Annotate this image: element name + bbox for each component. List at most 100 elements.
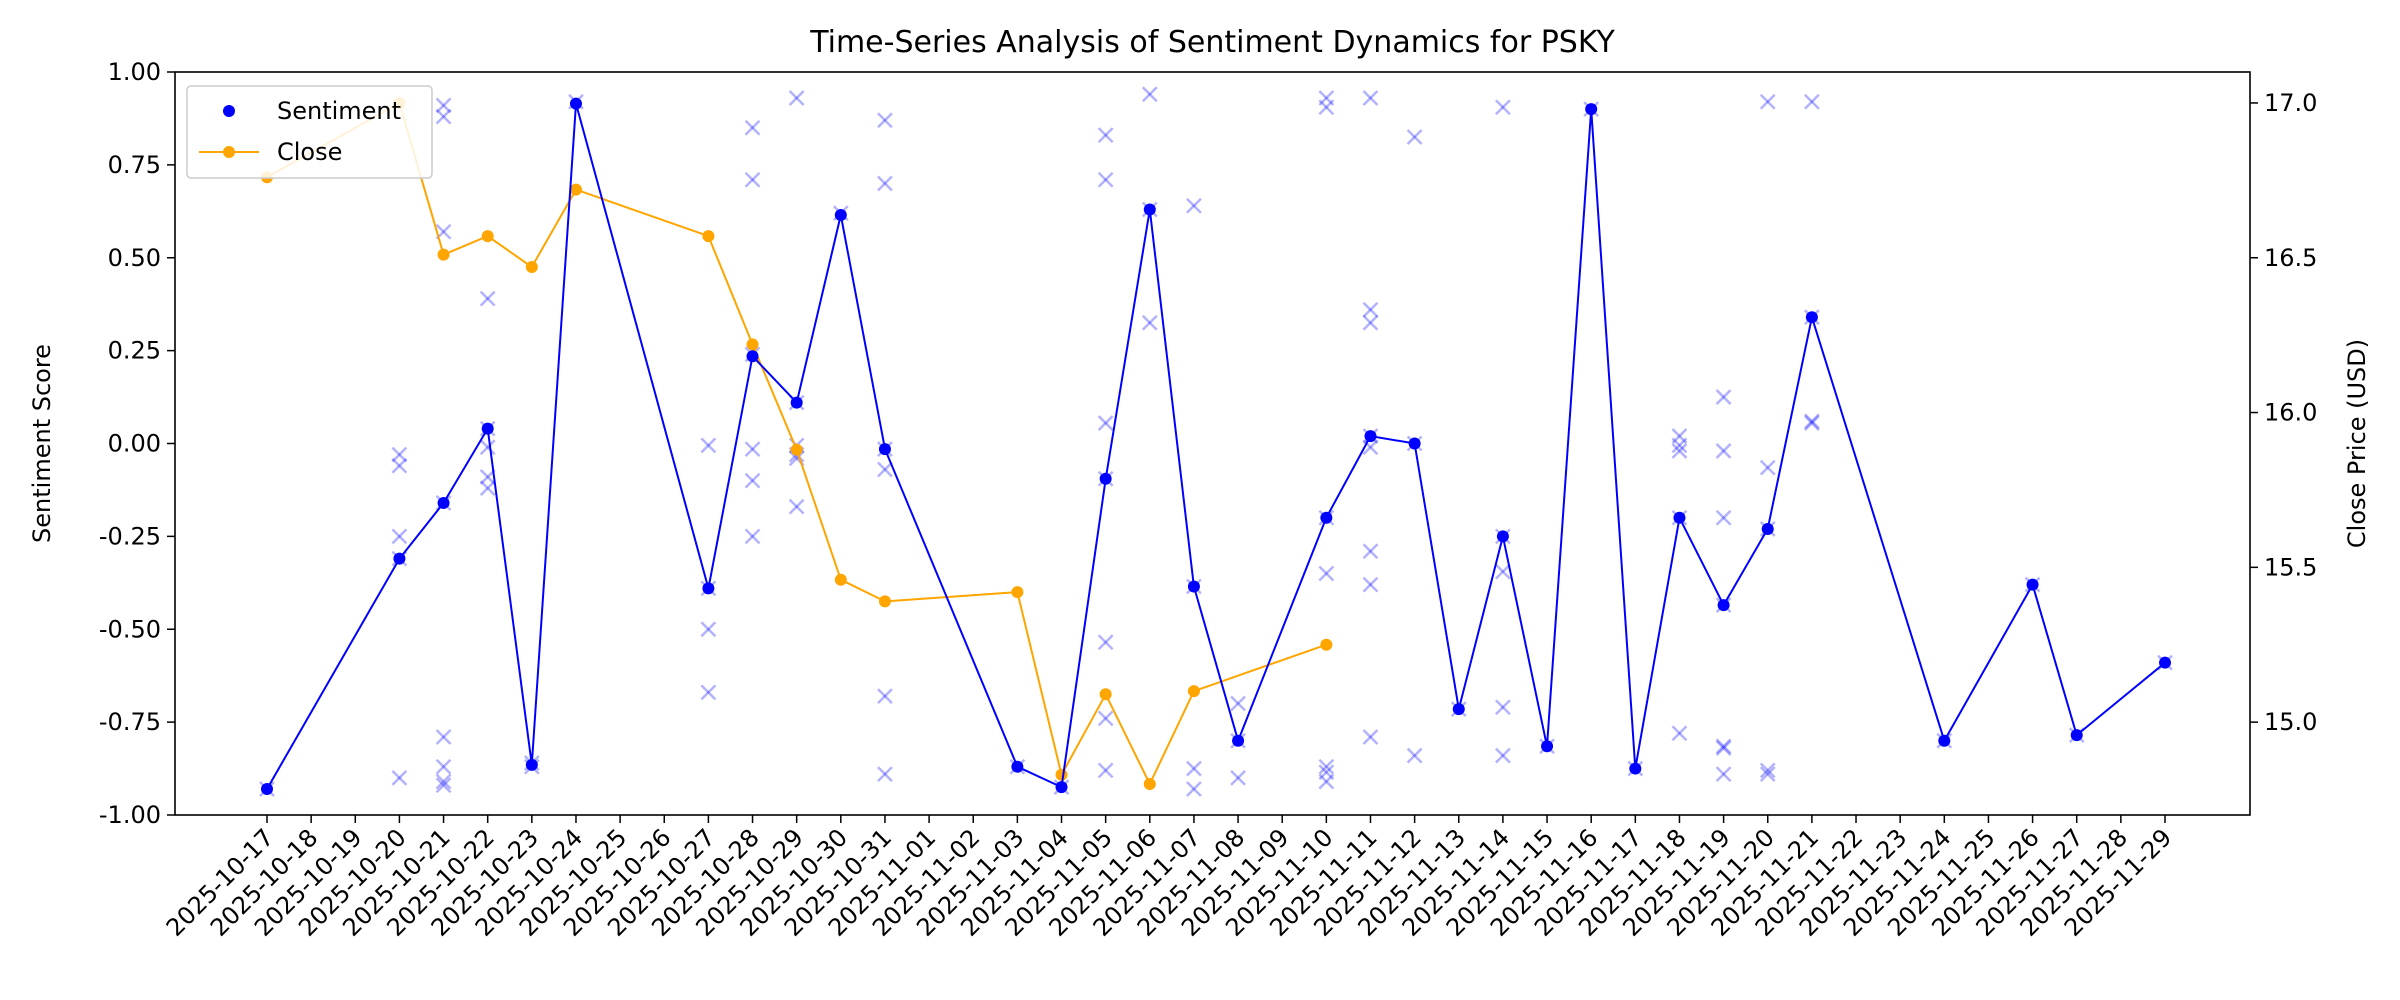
individual-sentiment-marker bbox=[1186, 197, 1202, 214]
individual-sentiment-marker bbox=[700, 684, 717, 701]
sentiment-point bbox=[2070, 729, 2083, 742]
legend-sentiment-label: Sentiment bbox=[277, 97, 401, 125]
y-right-tick-label: 16.0 bbox=[2264, 399, 2317, 427]
y-left-tick-label: 0.75 bbox=[108, 151, 161, 179]
individual-sentiment-marker bbox=[1671, 725, 1688, 742]
individual-sentiment-marker bbox=[479, 290, 496, 307]
individual-sentiment-marker bbox=[1097, 710, 1114, 727]
individual-sentiment-marker bbox=[1495, 699, 1511, 716]
individual-sentiment-marker bbox=[1318, 773, 1335, 790]
individual-sentiment-marker bbox=[1759, 766, 1776, 783]
sentiment-point bbox=[1805, 311, 1818, 324]
axes-frame bbox=[174, 71, 2251, 816]
individual-sentiment-marker bbox=[877, 112, 893, 129]
sentiment-series bbox=[261, 97, 2171, 795]
individual-sentiment-marker bbox=[1097, 171, 1114, 188]
y-left-tick-label: 0.50 bbox=[108, 244, 161, 272]
individual-sentiment-marker bbox=[1362, 576, 1379, 593]
individual-sentiment-marker bbox=[1362, 543, 1379, 560]
sentiment-point bbox=[1938, 734, 1951, 747]
close-series bbox=[261, 96, 1333, 791]
sentiment-point bbox=[1143, 203, 1156, 216]
individual-sentiment-marker bbox=[1715, 766, 1732, 783]
legend-close-marker bbox=[223, 146, 235, 158]
individual-sentiment-marker bbox=[1715, 443, 1732, 459]
sentiment-point bbox=[1364, 430, 1377, 443]
sentiment-point bbox=[1452, 703, 1465, 716]
individual-sentiment-marker bbox=[700, 621, 717, 638]
individual-sentiment-marker bbox=[1141, 86, 1158, 103]
individual-sentiment-marker bbox=[1715, 389, 1732, 405]
individual-sentiment-marker bbox=[1715, 509, 1732, 526]
individual-sentiment-marker bbox=[1803, 413, 1820, 430]
individual-sentiment-marker bbox=[1097, 415, 1114, 431]
individual-sentiment-marker bbox=[1318, 758, 1335, 775]
individual-sentiment-marker bbox=[744, 441, 761, 457]
y-axis-right-label: Close Price (USD) bbox=[2343, 339, 2371, 548]
individual-sentiment-marker bbox=[700, 437, 717, 454]
close-point bbox=[702, 230, 715, 243]
individual-sentiment-marker bbox=[744, 119, 761, 136]
individual-sentiment-marker bbox=[1362, 314, 1379, 331]
individual-sentiment-marker bbox=[744, 171, 761, 188]
y-right-tick-label: 17.0 bbox=[2264, 89, 2317, 117]
legend: Sentiment Close bbox=[186, 85, 433, 179]
y-left-tick-label: -0.25 bbox=[99, 522, 161, 550]
sentiment-point bbox=[393, 552, 406, 565]
individual-sentiment-markers bbox=[259, 86, 2173, 797]
individual-sentiment-marker bbox=[435, 758, 452, 775]
individual-sentiment-marker bbox=[435, 729, 452, 745]
individual-sentiment-marker bbox=[877, 688, 893, 705]
close-point bbox=[569, 183, 582, 196]
individual-sentiment-marker bbox=[479, 439, 496, 456]
individual-sentiment-marker bbox=[1318, 99, 1335, 116]
individual-sentiment-marker bbox=[1362, 439, 1379, 456]
individual-sentiment-marker bbox=[1495, 563, 1511, 580]
sentiment-point bbox=[1099, 472, 1112, 485]
close-point bbox=[1143, 778, 1156, 791]
individual-sentiment-marker bbox=[744, 472, 761, 489]
individual-sentiment-marker bbox=[1230, 769, 1246, 786]
individual-sentiment-marker bbox=[435, 108, 452, 125]
y-axis-left-label: Sentiment Score bbox=[28, 344, 56, 543]
individual-sentiment-marker bbox=[1671, 437, 1688, 454]
individual-sentiment-marker bbox=[1362, 301, 1379, 318]
chart-title: Time-Series Analysis of Sentiment Dynami… bbox=[809, 25, 1615, 60]
individual-sentiment-marker bbox=[1097, 127, 1114, 144]
individual-sentiment-marker bbox=[1759, 93, 1776, 110]
close-point bbox=[790, 443, 803, 456]
y-left-tick-label: -0.50 bbox=[99, 615, 161, 643]
sentiment-point bbox=[2026, 578, 2039, 591]
individual-sentiment-marker bbox=[479, 480, 496, 496]
close-point bbox=[878, 595, 891, 608]
sentiment-point bbox=[2159, 656, 2171, 669]
individual-sentiment-marker bbox=[788, 90, 805, 106]
y-right-tick-label: 16.5 bbox=[2264, 244, 2317, 272]
individual-sentiment-marker bbox=[877, 766, 893, 783]
sentiment-point bbox=[437, 496, 450, 509]
individual-sentiment-marker bbox=[1406, 747, 1423, 764]
y-axis-left-ticks: -1.00 -0.75 -0.50 -0.25 0.00 0.25 0.50 0.75 1.00 bbox=[99, 58, 175, 829]
individual-sentiment-marker bbox=[1362, 729, 1379, 745]
individual-sentiment-marker bbox=[391, 769, 408, 786]
close-point bbox=[1320, 638, 1333, 651]
individual-sentiment-marker bbox=[1141, 314, 1158, 331]
individual-sentiment-marker bbox=[1097, 762, 1114, 779]
individual-sentiment-marker bbox=[1097, 634, 1114, 651]
individual-sentiment-marker bbox=[435, 97, 452, 114]
individual-sentiment-marker bbox=[1186, 760, 1202, 777]
individual-sentiment-marker bbox=[391, 457, 408, 474]
individual-sentiment-marker bbox=[391, 528, 408, 545]
sentiment-point bbox=[1717, 599, 1730, 612]
sentiment-point bbox=[1673, 511, 1686, 524]
individual-sentiment-marker bbox=[435, 773, 452, 790]
individual-sentiment-marker bbox=[877, 175, 893, 192]
individual-sentiment-marker bbox=[1803, 93, 1820, 110]
sentiment-point bbox=[834, 209, 847, 222]
y-left-tick-label: 0.25 bbox=[108, 337, 161, 365]
individual-sentiment-marker bbox=[1759, 762, 1776, 779]
sentiment-point bbox=[1408, 437, 1421, 450]
sentiment-point bbox=[1541, 740, 1554, 753]
individual-sentiment-marker bbox=[1318, 565, 1335, 582]
